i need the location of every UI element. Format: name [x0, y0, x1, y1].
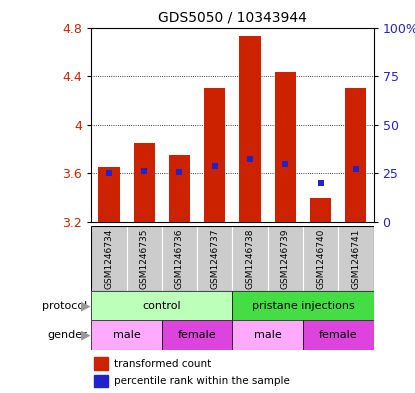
Text: percentile rank within the sample: percentile rank within the sample [114, 376, 290, 386]
Text: GSM1246736: GSM1246736 [175, 228, 184, 288]
Text: transformed count: transformed count [114, 358, 211, 369]
Bar [94, 375, 108, 387]
Bar [127, 226, 162, 291]
Text: GSM1246735: GSM1246735 [140, 228, 149, 288]
Bar [98, 167, 120, 222]
Bar [162, 320, 232, 350]
Bar [345, 88, 366, 222]
Text: male: male [254, 330, 281, 340]
Bar [268, 226, 303, 291]
Bar [162, 226, 197, 291]
Bar [310, 198, 331, 222]
Text: GSM1246740: GSM1246740 [316, 228, 325, 288]
Bar [91, 320, 162, 350]
Text: GSM1246738: GSM1246738 [246, 228, 254, 288]
Bar [232, 291, 374, 320]
Bar [94, 357, 108, 369]
Text: male: male [113, 330, 140, 340]
Bar [338, 226, 374, 291]
Bar [197, 226, 232, 291]
Text: female: female [319, 330, 358, 340]
Text: ▶: ▶ [81, 299, 90, 312]
Bar [303, 320, 374, 350]
Bar [232, 320, 303, 350]
Bar [232, 226, 268, 291]
Text: ▶: ▶ [81, 329, 90, 342]
Text: protocol: protocol [42, 301, 87, 310]
Text: GSM1246734: GSM1246734 [105, 228, 113, 288]
Text: GSM1246741: GSM1246741 [352, 228, 360, 288]
Bar [91, 291, 232, 320]
Text: female: female [178, 330, 217, 340]
Bar [239, 36, 261, 222]
Text: GSM1246739: GSM1246739 [281, 228, 290, 288]
Bar [275, 72, 296, 222]
Bar [169, 155, 190, 222]
Text: pristane injections: pristane injections [251, 301, 354, 310]
Text: gender: gender [47, 330, 87, 340]
Text: GSM1246737: GSM1246737 [210, 228, 219, 288]
Title: GDS5050 / 10343944: GDS5050 / 10343944 [158, 11, 307, 25]
Text: control: control [142, 301, 181, 310]
Bar [204, 88, 225, 222]
Bar [134, 143, 155, 222]
Bar [303, 226, 338, 291]
Bar [91, 226, 127, 291]
